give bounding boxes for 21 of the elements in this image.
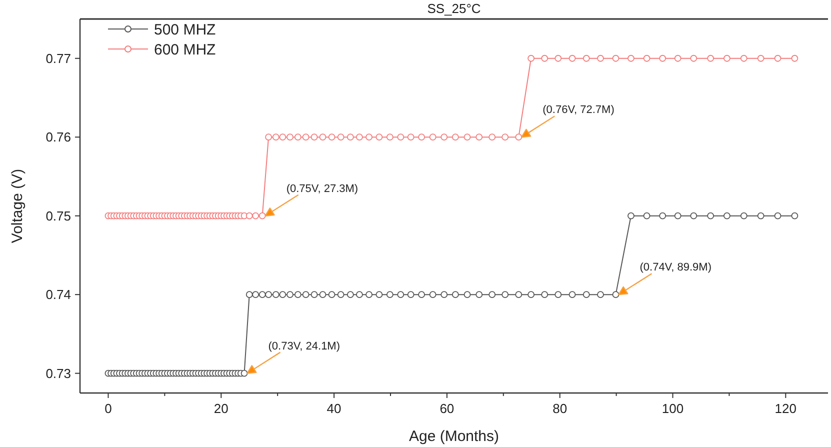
x-tick-label: 60 (440, 401, 454, 416)
x-tick-label: 80 (552, 401, 568, 416)
annotation: (0.73V, 24.1M) (268, 340, 340, 352)
x-axis-title: Age (Months) (408, 428, 500, 445)
annotation: (0.75V, 27.3M) (286, 182, 358, 195)
annotation: (0.76V, 72.7M) (542, 104, 614, 116)
y-axis-title: Voltage (V) (9, 168, 26, 244)
x-tick-label: 40 (326, 401, 342, 416)
chart-title: SS_25°C (427, 1, 481, 16)
annotation: (0.74V, 89.9M) (640, 262, 712, 274)
x-tick-label: 120 (774, 401, 797, 416)
x-tick-label: 20 (214, 401, 228, 416)
legend-label: 500 MHZ (154, 21, 216, 38)
y-tick-label: 0.76 (46, 130, 71, 145)
x-tick-label: 100 (662, 401, 684, 416)
y-tick-label: 0.77 (46, 50, 71, 66)
x-tick-label: 0 (104, 401, 112, 416)
y-tick-label: 0.73 (46, 366, 71, 381)
y-tick-label: 0.75 (46, 208, 71, 224)
legend-label: 600 MHZ (154, 41, 216, 58)
y-tick-label: 0.74 (46, 287, 71, 302)
